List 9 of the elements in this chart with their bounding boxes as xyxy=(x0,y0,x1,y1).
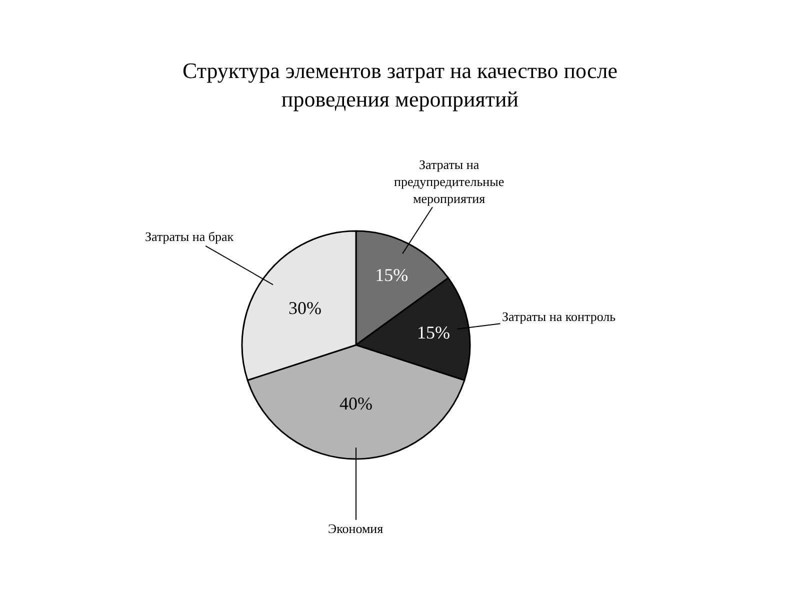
data-label: 15% xyxy=(416,322,450,343)
data-label: 30% xyxy=(288,298,322,318)
slice-label: Затраты на предупредительные мероприятия xyxy=(394,157,504,206)
slice-label: Затраты на брак xyxy=(145,229,234,244)
slice-label: Экономия xyxy=(328,521,384,536)
chart-title: Структура элементов затрат на качество после проведения мероприятий xyxy=(182,58,618,112)
slice-label: Затраты на контроль xyxy=(502,309,616,324)
data-label: 15% xyxy=(375,265,408,286)
data-label: 40% xyxy=(340,393,372,414)
